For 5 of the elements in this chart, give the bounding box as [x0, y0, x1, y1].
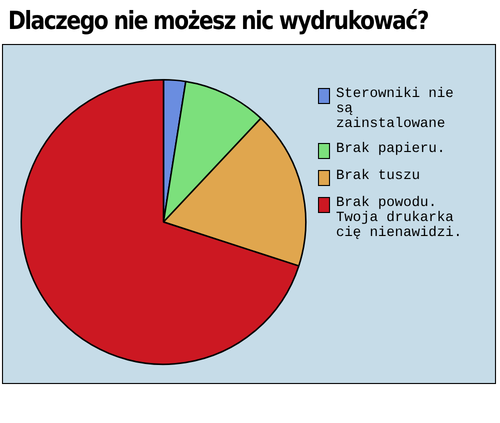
legend-label: Brak tuszu [336, 168, 420, 184]
legend-label: Brak papieru. [336, 141, 446, 157]
legend-label: Sterowniki nie są zainstalowane [336, 86, 455, 132]
legend-label: Brak powodu. Twoja drukarka cię nienawidzi. [336, 195, 464, 241]
chart-title: Dlaczego nie możesz nic wydrukować? [8, 6, 428, 35]
